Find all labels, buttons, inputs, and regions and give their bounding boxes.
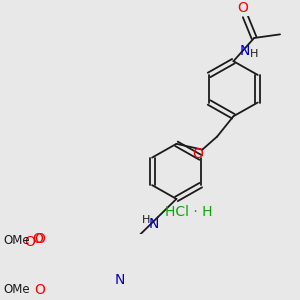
Text: HCl · H: HCl · H bbox=[165, 205, 213, 219]
Text: O: O bbox=[24, 236, 35, 249]
Text: N: N bbox=[148, 217, 159, 231]
Text: OMe: OMe bbox=[3, 234, 30, 247]
Text: N: N bbox=[115, 273, 125, 287]
Text: O: O bbox=[193, 147, 203, 161]
Text: OMe: OMe bbox=[3, 283, 30, 296]
Text: O: O bbox=[34, 232, 45, 246]
Text: O: O bbox=[237, 1, 248, 14]
Text: H: H bbox=[250, 49, 258, 59]
Text: H: H bbox=[142, 215, 150, 225]
Text: N: N bbox=[240, 44, 250, 58]
Text: O: O bbox=[32, 232, 43, 246]
Text: methoxy1: methoxy1 bbox=[10, 242, 17, 243]
Text: O: O bbox=[34, 283, 45, 296]
